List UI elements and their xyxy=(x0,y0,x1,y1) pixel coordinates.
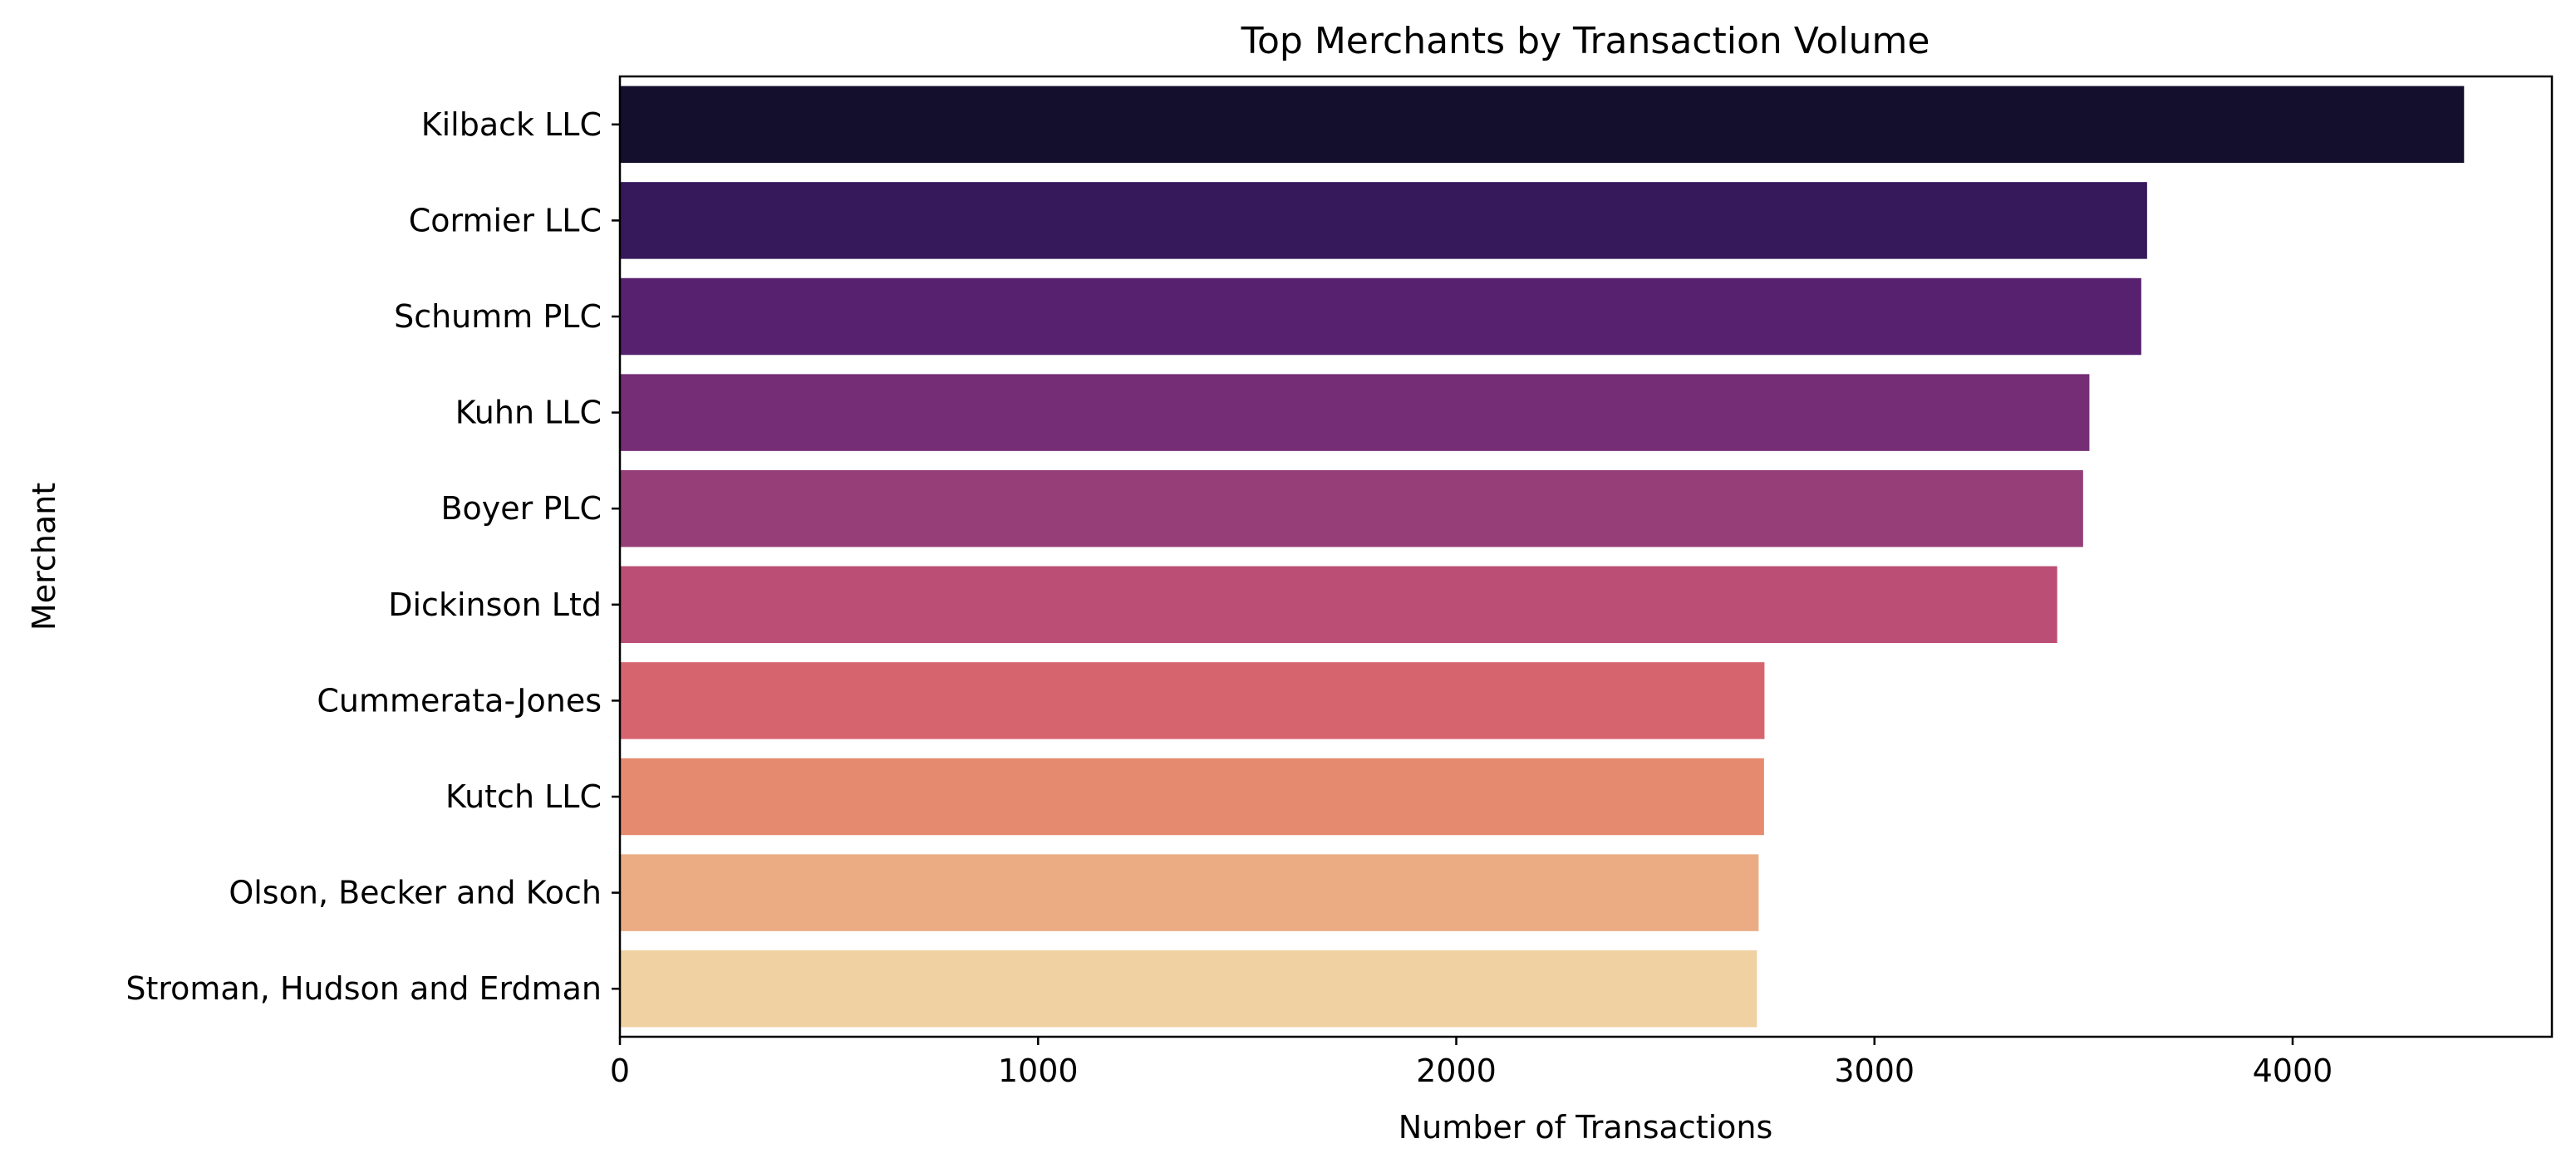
y-tick-label: Schumm PLC xyxy=(394,298,602,335)
x-tick-labels: 0 1000 2000 3000 4000 xyxy=(610,1037,2333,1089)
bar-2 xyxy=(620,182,2147,259)
bar-3 xyxy=(620,277,2141,356)
x-tick-label: 4000 xyxy=(2253,1053,2333,1089)
y-tick-label: Cummerata-Jones xyxy=(317,682,602,719)
bar-8 xyxy=(620,758,1764,836)
y-tick-label: Cormier LLC xyxy=(409,202,602,238)
bar-10 xyxy=(620,950,1757,1028)
bar-9 xyxy=(620,854,1759,931)
y-tick-label: Olson, Becker and Koch xyxy=(229,875,602,911)
bar-4 xyxy=(620,374,2090,451)
bars-layer xyxy=(620,86,2465,1028)
y-tick-label: Kilback LLC xyxy=(421,106,602,143)
y-tick-label: Kuhn LLC xyxy=(455,395,602,431)
y-tick-label: Dickinson Ltd xyxy=(388,586,602,623)
y-tick-label: Kutch LLC xyxy=(445,778,602,815)
y-axis-label: Merchant xyxy=(26,483,62,631)
bar-7 xyxy=(620,662,1765,739)
x-axis-label: Number of Transactions xyxy=(1399,1109,1773,1146)
x-tick-label: 2000 xyxy=(1416,1053,1497,1089)
y-tick-labels: Kilback LLC Cormier LLC Schumm PLC Kuhn LLC… xyxy=(125,106,620,1007)
y-tick-label: Boyer PLC xyxy=(440,490,602,527)
bar-1 xyxy=(620,86,2465,164)
x-tick-label: 1000 xyxy=(998,1053,1079,1089)
plot-frame xyxy=(618,75,2554,1038)
bar-6 xyxy=(620,566,2057,644)
chart-title: Top Merchants by Transaction Volume xyxy=(1241,20,1930,62)
y-tick-label: Stroman, Hudson and Erdman xyxy=(125,970,602,1007)
x-tick-label: 0 xyxy=(610,1053,630,1089)
bar-5 xyxy=(620,469,2083,547)
x-tick-label: 3000 xyxy=(1834,1053,1915,1089)
